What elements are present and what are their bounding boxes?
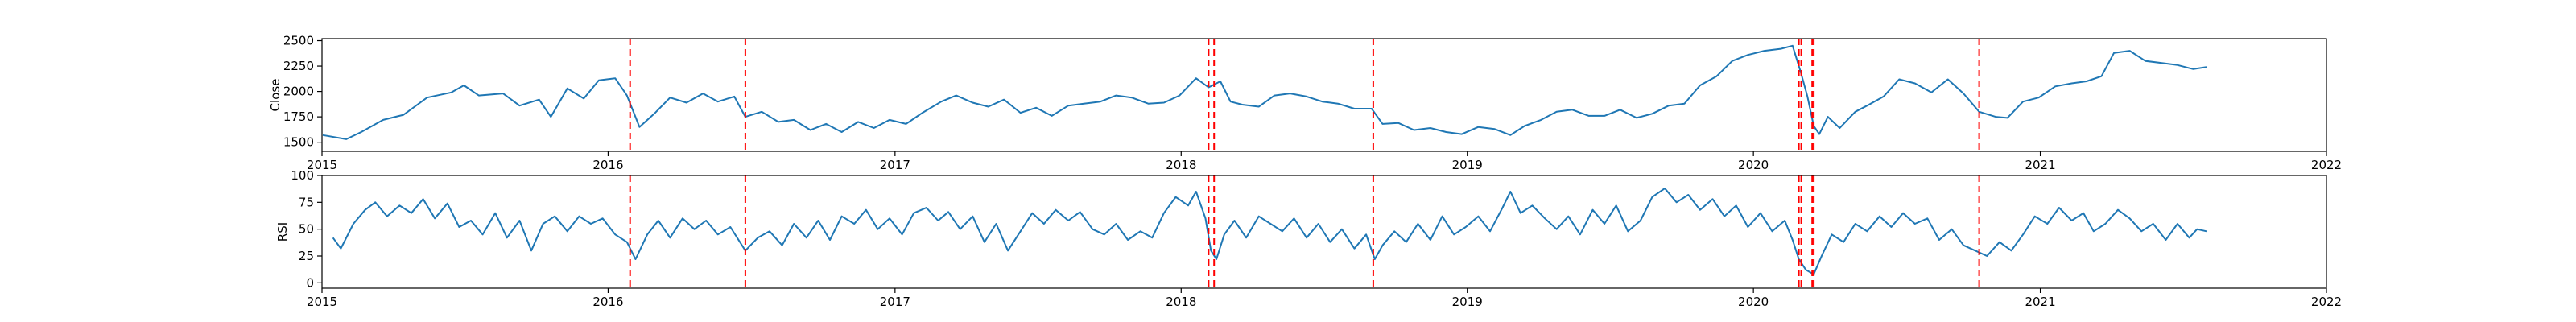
close-y-tick-label: 2250 <box>283 59 314 73</box>
close-y-tick-label: 1750 <box>283 109 314 124</box>
rsi-x-tick-label: 2015 <box>307 295 337 309</box>
close-x-tick-label: 2020 <box>1738 158 1769 172</box>
rsi-y-axis-label: RSI <box>275 222 290 242</box>
close-x-tick-label: 2018 <box>1166 158 1196 172</box>
rsi-x-tick-label: 2018 <box>1166 295 1196 309</box>
close-y-tick-label: 2000 <box>283 85 314 99</box>
close-y-tick-label: 1500 <box>283 135 314 150</box>
rsi-y-tick-label: 100 <box>291 168 314 183</box>
rsi-x-tick-label: 2017 <box>880 295 910 309</box>
rsi-x-tick-label: 2022 <box>2311 295 2342 309</box>
close-x-ticks: 2015 2016 2017 2018 2019 2020 2021 2022 <box>307 151 2342 172</box>
close-x-tick-label: 2016 <box>592 158 623 172</box>
close-y-tick-label: 2500 <box>283 34 314 48</box>
close-y-ticks: 1500 1750 2000 2250 2500 <box>283 34 322 150</box>
rsi-x-tick-label: 2020 <box>1738 295 1769 309</box>
close-x-tick-label: 2015 <box>307 158 337 172</box>
rsi-x-tick-label: 2021 <box>2025 295 2055 309</box>
close-x-tick-label: 2021 <box>2025 158 2055 172</box>
rsi-y-tick-label: 50 <box>299 222 314 237</box>
rsi-x-ticks: 2015 2016 2017 2018 2019 2020 2021 2022 <box>307 288 2342 309</box>
close-x-tick-label: 2019 <box>1452 158 1483 172</box>
close-x-tick-label: 2017 <box>880 158 910 172</box>
rsi-plot-content <box>332 175 2207 288</box>
close-y-axis-label: Close <box>268 79 283 112</box>
rsi-panel: 2015 2016 2017 2018 2019 2020 2021 2022 0 25 50 75… <box>275 168 2342 309</box>
rsi-y-tick-label: 25 <box>299 249 314 263</box>
close-panel: 2015 2016 2017 2018 2019 2020 2021 2022 1500 175… <box>268 34 2342 172</box>
rsi-axes-frame <box>321 175 2327 289</box>
close-series-line <box>322 44 2207 140</box>
rsi-x-tick-label: 2019 <box>1452 295 1483 309</box>
rsi-y-tick-label: 75 <box>299 195 314 209</box>
rsi-x-tick-label: 2016 <box>592 295 623 309</box>
close-plot-content <box>322 39 2207 151</box>
close-axes-frame <box>321 38 2327 152</box>
rsi-y-ticks: 0 25 50 75 100 <box>291 168 322 290</box>
rsi-y-tick-label: 0 <box>306 275 314 290</box>
rsi-series-line <box>332 188 2207 275</box>
close-x-tick-label: 2022 <box>2311 158 2342 172</box>
